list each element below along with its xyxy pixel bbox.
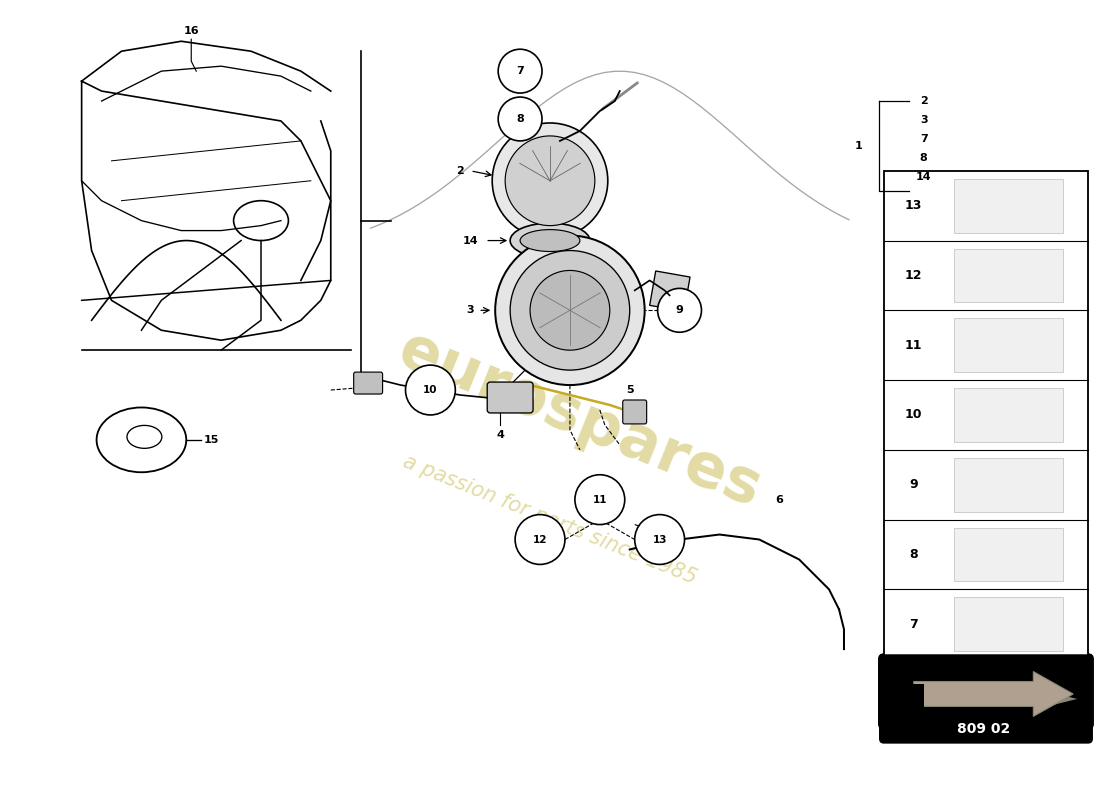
- Bar: [954, 388, 1064, 442]
- Text: 809 02: 809 02: [957, 722, 1010, 736]
- Text: 2: 2: [920, 96, 927, 106]
- Circle shape: [498, 50, 542, 93]
- FancyBboxPatch shape: [354, 372, 383, 394]
- Text: 11: 11: [593, 494, 607, 505]
- Text: 3: 3: [920, 115, 927, 125]
- Bar: [954, 598, 1064, 651]
- Text: a passion for parts since 1985: a passion for parts since 1985: [400, 451, 700, 588]
- Circle shape: [492, 123, 608, 238]
- Text: 9: 9: [910, 478, 918, 491]
- Bar: [883, 170, 1088, 659]
- Circle shape: [515, 514, 565, 565]
- Text: 7: 7: [516, 66, 524, 76]
- FancyArrow shape: [917, 689, 1077, 709]
- Bar: [883, 659, 1088, 739]
- Text: 13: 13: [905, 199, 923, 212]
- Text: 11: 11: [905, 338, 923, 352]
- Text: eurospares: eurospares: [389, 320, 770, 520]
- FancyBboxPatch shape: [880, 655, 1092, 743]
- Text: 2: 2: [456, 166, 464, 176]
- Text: 12: 12: [905, 269, 923, 282]
- Circle shape: [406, 365, 455, 415]
- Ellipse shape: [520, 230, 580, 251]
- FancyBboxPatch shape: [904, 684, 924, 709]
- Circle shape: [495, 235, 645, 385]
- Circle shape: [510, 250, 629, 370]
- FancyArrow shape: [914, 671, 1074, 716]
- Circle shape: [575, 474, 625, 525]
- Text: 6: 6: [776, 494, 783, 505]
- Text: 1: 1: [855, 141, 862, 151]
- Text: 7: 7: [910, 618, 918, 630]
- Circle shape: [505, 136, 595, 226]
- Text: 14: 14: [462, 235, 478, 246]
- Bar: [954, 178, 1064, 233]
- FancyBboxPatch shape: [623, 400, 647, 424]
- FancyBboxPatch shape: [487, 382, 534, 413]
- Text: 13: 13: [652, 534, 667, 545]
- Text: 10: 10: [424, 385, 438, 395]
- Text: 16: 16: [184, 26, 199, 36]
- Text: 9: 9: [675, 306, 683, 315]
- Text: 15: 15: [204, 435, 219, 445]
- Text: 7: 7: [920, 134, 927, 144]
- Text: 14: 14: [916, 172, 932, 182]
- Bar: [650, 271, 690, 311]
- Circle shape: [658, 288, 702, 332]
- Circle shape: [635, 514, 684, 565]
- Text: 8: 8: [920, 153, 927, 163]
- Text: 4: 4: [496, 430, 504, 440]
- Text: 3: 3: [466, 306, 474, 315]
- Text: 5: 5: [626, 385, 634, 395]
- Text: 10: 10: [905, 409, 923, 422]
- Text: 8: 8: [516, 114, 524, 124]
- Text: 8: 8: [910, 548, 918, 561]
- Bar: [954, 527, 1064, 582]
- Circle shape: [530, 270, 609, 350]
- FancyBboxPatch shape: [879, 654, 1093, 729]
- FancyArrowPatch shape: [602, 82, 638, 110]
- Bar: [954, 318, 1064, 372]
- Bar: [954, 458, 1064, 512]
- Circle shape: [498, 97, 542, 141]
- Bar: [954, 249, 1064, 302]
- Ellipse shape: [510, 223, 590, 258]
- Text: 12: 12: [532, 534, 548, 545]
